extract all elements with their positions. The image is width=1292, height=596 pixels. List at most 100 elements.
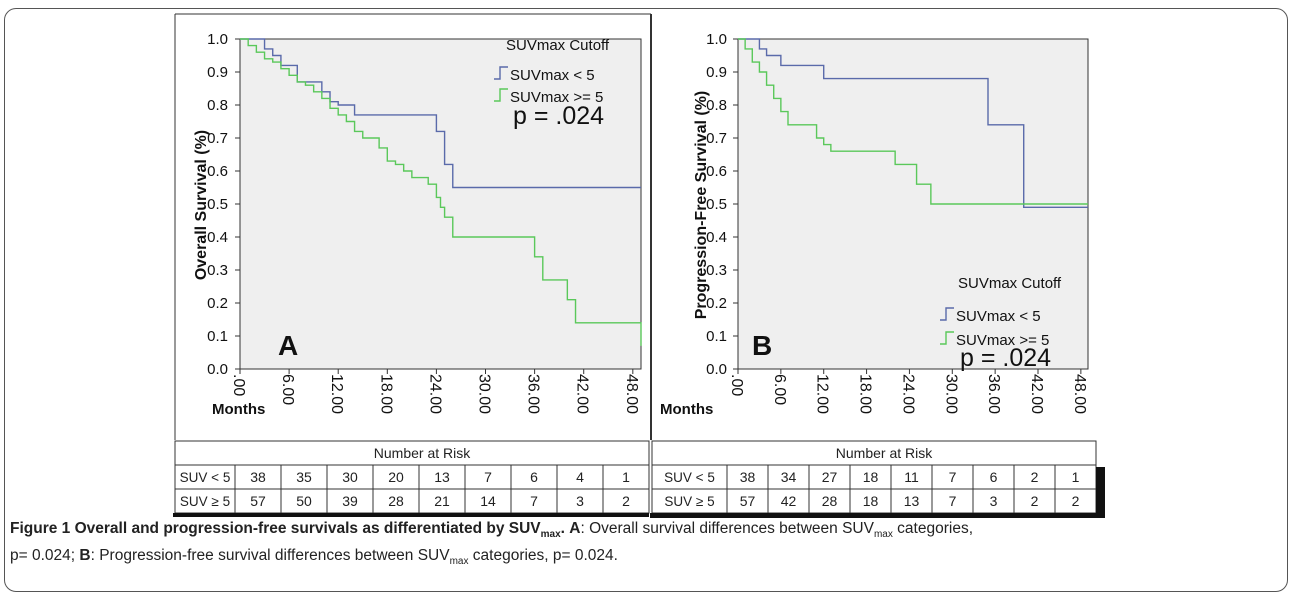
x-tick-label: 18.00 <box>857 374 874 414</box>
x-axis-label: Months <box>660 401 713 418</box>
y-tick-label: 0.6 <box>706 163 727 180</box>
legend-entry: SUVmax >= 5 <box>510 89 603 106</box>
risk-value: 4 <box>576 469 584 485</box>
y-tick-label: 0.7 <box>706 130 727 147</box>
chart-panel-b: 0.0 0.1 0.2 0.3 0.4 0.5 0.6 0.7 0.8 0.9 1.0 .00 6.00… <box>660 31 1089 418</box>
risk-value: 14 <box>480 493 496 509</box>
risk-value: 7 <box>530 493 538 509</box>
risk-value-cell <box>849 464 892 490</box>
risk-value-cell <box>418 464 466 490</box>
risk-value-cell <box>556 488 604 514</box>
risk-value: 57 <box>250 493 266 509</box>
chart-panel-a: 0.0 0.1 0.2 0.3 0.4 0.5 0.6 0.7 0.8 0.9 1.0 .00 6.00… <box>193 31 642 418</box>
x-tick-label: 12.00 <box>814 374 831 414</box>
y-tick-label: 0.8 <box>207 97 228 114</box>
risk-value: 3 <box>990 493 998 509</box>
table-shadow-bottom <box>173 513 649 517</box>
p-value: p = .024 <box>960 344 1051 372</box>
risk-value: 1 <box>622 469 630 485</box>
series-line-ge5 <box>240 38 642 346</box>
risk-value: 1 <box>1072 469 1080 485</box>
risk-value: 57 <box>740 493 756 509</box>
risk-value-cell <box>767 488 810 514</box>
risk-value: 13 <box>434 469 450 485</box>
risk-value: 39 <box>342 493 358 509</box>
risk-value: 20 <box>388 469 404 485</box>
risk-value-cell <box>1013 464 1056 490</box>
legend-title: SUVmax Cutoff <box>506 37 610 54</box>
caption-label-a: A <box>569 520 581 537</box>
panel-letter: B <box>752 330 772 361</box>
legend-entry: SUVmax >= 5 <box>956 332 1049 349</box>
x-tick-label: 36.00 <box>985 374 1002 414</box>
risk-value: 2 <box>1031 469 1039 485</box>
risk-value: 6 <box>530 469 538 485</box>
legend-swatch <box>494 88 508 102</box>
caption-text-a: : Overall survival differences between S… <box>580 520 974 541</box>
caption-title: Figure 1 Overall and progression-free su… <box>10 520 565 541</box>
x-tick-label: 42.00 <box>574 374 591 414</box>
x-tick-label: 48.00 <box>1071 374 1088 414</box>
y-tick-label: 0.8 <box>706 97 727 114</box>
y-tick-label: 0.7 <box>207 130 228 147</box>
caption-text-b: : Progression-free survival differences … <box>90 547 618 568</box>
table-shadow-bottom <box>650 513 1105 518</box>
x-tick-label: .00 <box>230 374 247 396</box>
risk-value-cell <box>602 488 650 514</box>
risk-value: 2 <box>1031 493 1039 509</box>
risk-value: 18 <box>863 469 879 485</box>
risk-value: 28 <box>388 493 404 509</box>
legend-swatch <box>940 331 954 345</box>
x-tick-label: 42.00 <box>1028 374 1045 414</box>
panel-letter: A <box>278 330 298 361</box>
risk-value: 38 <box>740 469 756 485</box>
risk-value-cell <box>510 464 558 490</box>
risk-value: 6 <box>990 469 998 485</box>
risk-value: 7 <box>484 469 492 485</box>
y-tick-label: 0.5 <box>207 196 228 213</box>
risk-value-cell <box>931 488 974 514</box>
risk-value: 27 <box>822 469 838 485</box>
y-tick-label: 0.2 <box>207 295 228 312</box>
x-axis-label: Months <box>212 401 265 418</box>
risk-value-cell <box>464 464 512 490</box>
risk-value: 7 <box>949 493 957 509</box>
y-tick-label: 0.0 <box>207 361 228 378</box>
risk-value: 28 <box>822 493 838 509</box>
y-tick-label: 0.9 <box>706 64 727 81</box>
x-tick-label: 48.00 <box>623 374 640 414</box>
y-tick-label: 0.4 <box>207 229 228 246</box>
risk-value: 2 <box>1072 493 1080 509</box>
caption-label-b: B <box>79 547 91 565</box>
y-tick-label: 0.0 <box>706 361 727 378</box>
risk-value-cell <box>890 488 933 514</box>
x-tick-label: 30.00 <box>942 374 959 414</box>
x-tick-label: 12.00 <box>328 374 345 414</box>
y-axis-label: Overall Survival (%) <box>193 130 210 280</box>
y-tick-label: 0.2 <box>706 295 727 312</box>
risk-value: 21 <box>434 493 450 509</box>
y-tick-label: 0.4 <box>706 229 727 246</box>
y-tick-label: 0.1 <box>207 328 228 345</box>
risk-row-label: SUV ≥ 5 <box>664 494 714 509</box>
risk-table-title: Number at Risk <box>374 445 471 461</box>
x-tick-label: 6.00 <box>771 374 788 405</box>
x-tick-label: 6.00 <box>279 374 296 405</box>
risk-value: 11 <box>904 469 919 485</box>
risk-value-cell <box>372 464 420 490</box>
y-tick-label: 1.0 <box>207 31 228 48</box>
risk-value-cell <box>849 488 892 514</box>
risk-row-label-cell <box>174 464 236 490</box>
risk-value-cell <box>1013 488 1056 514</box>
figure-caption: Figure 1 Overall and progression-free su… <box>10 518 1280 572</box>
risk-value: 34 <box>781 469 797 485</box>
p-value: p = .024 <box>513 102 604 130</box>
legend-swatch <box>494 66 508 80</box>
risk-value-cell <box>280 488 328 514</box>
y-tick-label: 0.6 <box>207 163 228 180</box>
x-tick-label: 36.00 <box>525 374 542 414</box>
risk-value: 18 <box>863 493 879 509</box>
x-tick-label: .00 <box>728 374 745 396</box>
